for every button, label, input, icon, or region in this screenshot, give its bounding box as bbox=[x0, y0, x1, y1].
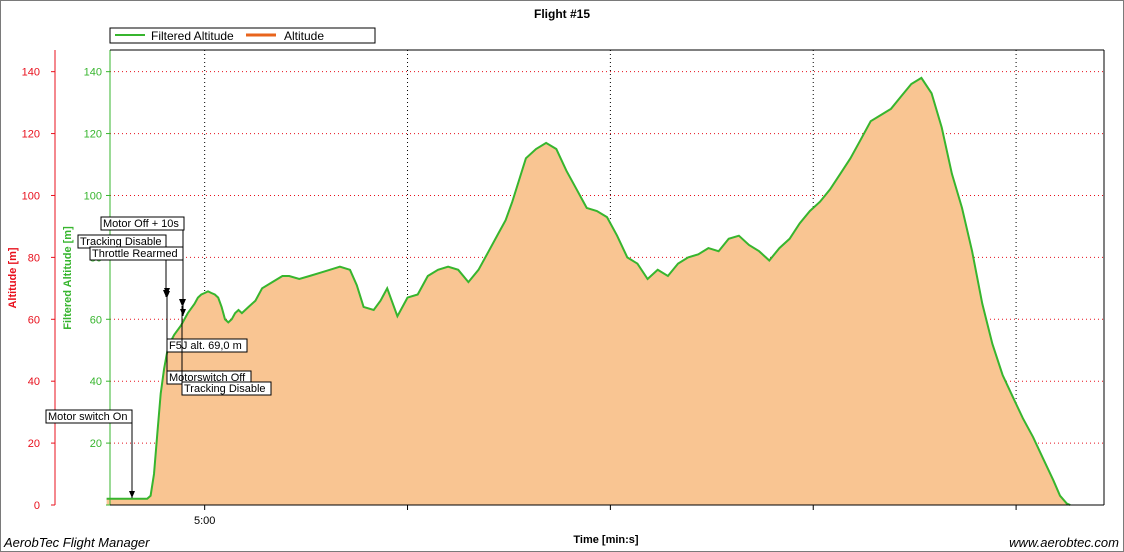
xlabel: Time [min:s] bbox=[573, 534, 639, 546]
y-tick-label-left: 60 bbox=[28, 314, 40, 326]
annotation-arrow bbox=[179, 299, 185, 306]
annotation-box bbox=[181, 381, 272, 396]
y-tick-label-right: 100 bbox=[84, 190, 102, 202]
annotation-arrow bbox=[164, 291, 170, 298]
legend-label-filtered: Filtered Altitude bbox=[151, 29, 234, 43]
y-tick-label-left: 140 bbox=[22, 67, 40, 79]
x-tick-label: 5:00 bbox=[194, 515, 215, 527]
annotation-box bbox=[45, 409, 133, 424]
annotation-marker: Throttle Rearmed bbox=[89, 246, 186, 316]
y-tick-label-left: 80 bbox=[28, 252, 40, 264]
annotation-marker: Tracking Disable bbox=[179, 299, 272, 396]
annotation-marker: F5J alt. 69,0 m bbox=[164, 288, 248, 353]
ylabel-left: Altitude [m] bbox=[7, 247, 19, 308]
altitude-series-area bbox=[106, 77, 1071, 506]
filtered-altitude-line-layer bbox=[106, 76, 1071, 506]
y-tick-label-right: 120 bbox=[84, 129, 102, 141]
annotation-label: Tracking Disable bbox=[80, 236, 162, 248]
annotation-label: F5J alt. 69,0 m bbox=[169, 340, 242, 352]
annotation-marker: Motorswitch Off bbox=[164, 291, 252, 385]
annotation-arrow bbox=[129, 491, 135, 498]
altitude-area bbox=[106, 77, 1071, 506]
annotations: Motor switch On Motor Off + 10s Tracking D… bbox=[45, 216, 272, 498]
footer-right: www.aerobtec.com bbox=[1009, 535, 1119, 550]
annotation-label: Motorswitch Off bbox=[169, 372, 246, 384]
annotation-box bbox=[89, 246, 184, 261]
legend: Filtered Altitude Altitude bbox=[109, 27, 376, 44]
annotation-box bbox=[100, 216, 185, 231]
y-tick-label-right: 40 bbox=[90, 376, 102, 388]
y-tick-label-left: 40 bbox=[28, 376, 40, 388]
annotation-label: Motor Off + 10s bbox=[103, 218, 179, 230]
annotation-label: Motor switch On bbox=[48, 411, 127, 423]
y-tick-label-right: 60 bbox=[90, 314, 102, 326]
y-tick-label-left: 20 bbox=[28, 438, 40, 450]
chart-title: Flight #15 bbox=[534, 7, 590, 21]
ylabel-right: Filtered Altitude [m] bbox=[62, 226, 74, 330]
footer-left: AerobTec Flight Manager bbox=[3, 535, 150, 550]
annotation-label: Tracking Disable bbox=[184, 383, 266, 395]
annotation-label: Throttle Rearmed bbox=[92, 248, 178, 260]
filtered-altitude-series-line bbox=[106, 76, 1071, 506]
y-tick-label-right: 140 bbox=[84, 67, 102, 79]
annotation-marker: Motor switch On bbox=[45, 409, 135, 498]
annotation-marker: Tracking Disable bbox=[77, 234, 169, 297]
y-tick-label-left: 120 bbox=[22, 129, 40, 141]
y-tick-label-right: 20 bbox=[90, 438, 102, 450]
legend-label-altitude: Altitude bbox=[284, 29, 324, 43]
y-tick-label-left: 0 bbox=[34, 500, 40, 512]
y-tick-label-left: 100 bbox=[22, 190, 40, 202]
